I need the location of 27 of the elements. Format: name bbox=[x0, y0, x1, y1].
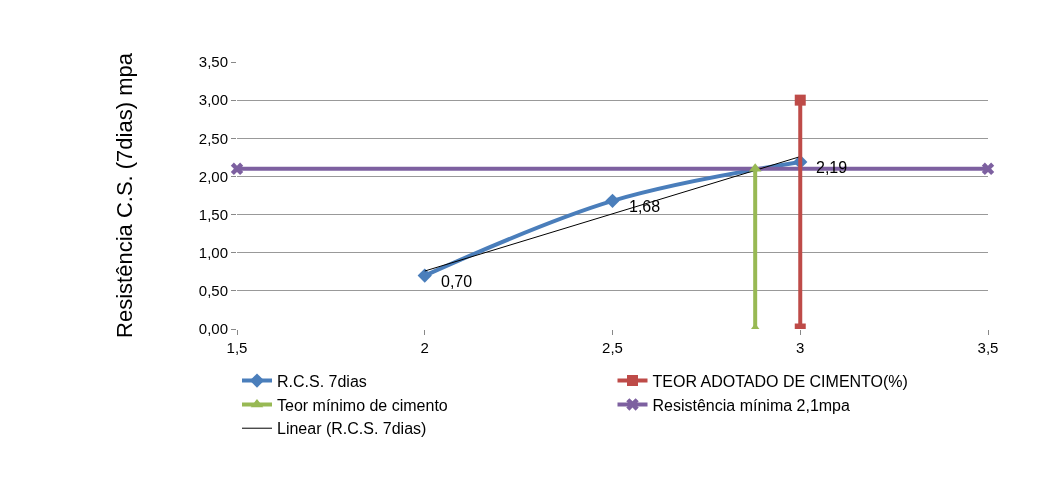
y-axis-title: Resistência C.S. (7dias) mpa bbox=[111, 52, 137, 338]
y-tick-label: 2,00 bbox=[198, 167, 228, 185]
legend-label: TEOR ADOTADO DE CIMENTO(%) bbox=[652, 372, 908, 390]
point bbox=[417, 268, 432, 283]
legend-label: R.C.S. 7dias bbox=[277, 372, 367, 390]
x-tick-label: 1,5 bbox=[226, 339, 248, 356]
x-tick-label: 2,5 bbox=[602, 339, 623, 356]
y-tick-label: 1,00 bbox=[198, 243, 228, 261]
point bbox=[605, 193, 620, 208]
legend-label: Teor mínimo de cimento bbox=[277, 396, 448, 414]
point bbox=[981, 162, 995, 176]
x-tick-label: 3 bbox=[796, 339, 805, 356]
data-label: 0,70 bbox=[441, 273, 473, 290]
point bbox=[230, 162, 244, 176]
legend-label: Linear (R.C.S. 7dias) bbox=[277, 420, 427, 438]
point bbox=[794, 94, 806, 106]
x-tick-label: 3,5 bbox=[977, 339, 999, 356]
legend-label: Resistência mínima 2,1mpa bbox=[652, 396, 851, 414]
y-tick-label: 0,50 bbox=[198, 282, 228, 300]
data-label: 1,68 bbox=[629, 198, 661, 215]
x-tick-label: 2 bbox=[420, 339, 429, 356]
y-tick-label: 1,50 bbox=[198, 205, 228, 223]
data-label: 2,19 bbox=[816, 159, 848, 176]
y-tick-label: 0,00 bbox=[198, 320, 228, 338]
y-tick-label: 3,00 bbox=[198, 91, 228, 109]
y-tick-label: 2,50 bbox=[198, 129, 228, 147]
y-tick-label: 3,50 bbox=[198, 53, 228, 71]
